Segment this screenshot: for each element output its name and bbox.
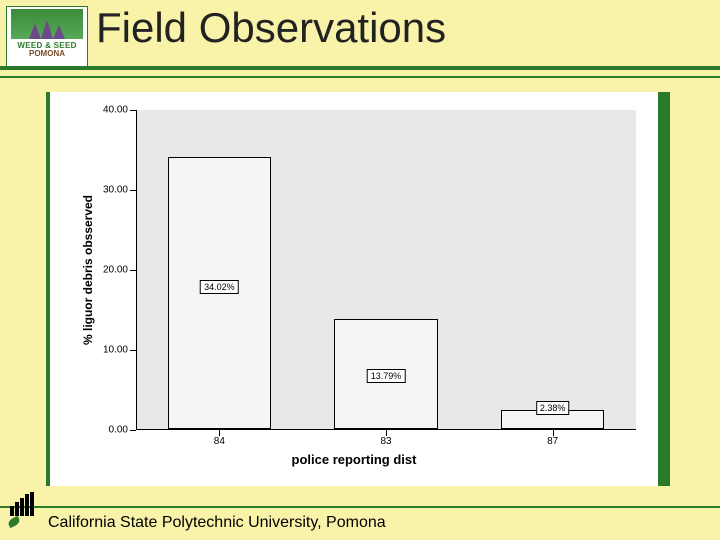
calpoly-logo	[10, 492, 44, 530]
y-tick-label: 20.00	[103, 265, 128, 276]
footer-text: California State Polytechnic University,…	[48, 514, 386, 532]
y-tick-label: 10.00	[103, 345, 128, 356]
y-tick-label: 40.00	[103, 105, 128, 116]
bar-value-label: 34.02%	[200, 280, 239, 294]
y-tick-label: 0.00	[109, 425, 128, 436]
y-tick	[130, 190, 136, 191]
footer-rule	[0, 506, 720, 508]
logo-graphic	[11, 9, 83, 39]
chart-panel: % liguor debris obsserved 0.0010.0020.00…	[46, 92, 670, 486]
y-tick-label: 30.00	[103, 185, 128, 196]
y-tick	[130, 270, 136, 271]
title-underline	[0, 66, 720, 78]
y-axis	[136, 110, 137, 430]
bar-value-label: 13.79%	[367, 369, 406, 383]
y-tick	[130, 430, 136, 431]
y-tick	[130, 350, 136, 351]
x-tick-label: 84	[214, 436, 225, 447]
bar-value-label: 2.38%	[536, 401, 570, 415]
logo-line2: POMONA	[29, 49, 65, 58]
y-axis-label: % liguor debris obsserved	[81, 195, 95, 345]
slide-title: Field Observations	[96, 4, 446, 52]
x-tick-label: 83	[380, 436, 391, 447]
x-tick-label: 87	[547, 436, 558, 447]
x-axis-label: police reporting dist	[50, 452, 658, 467]
plot-area: 0.0010.0020.0030.0040.008434.02%8313.79%…	[136, 110, 636, 430]
weed-seed-logo: WEED & SEED POMONA	[6, 6, 88, 68]
y-tick	[130, 110, 136, 111]
